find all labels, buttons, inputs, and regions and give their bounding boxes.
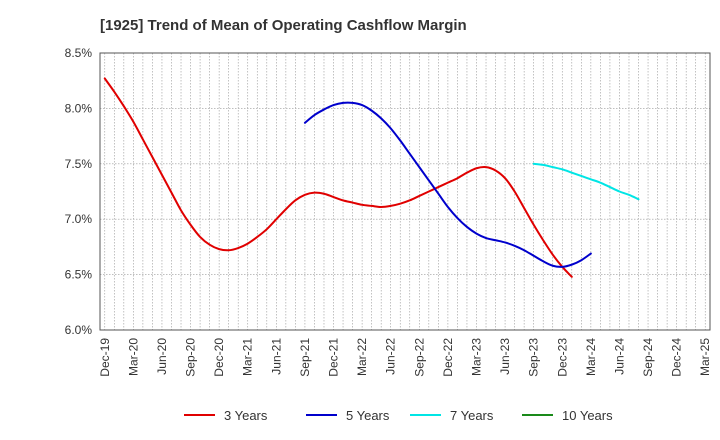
x-tick-label: Sep-24: [641, 338, 655, 377]
x-tick-label: Mar-21: [241, 338, 255, 376]
x-tick-label: Jun-22: [384, 338, 398, 375]
y-axis-ticks: 6.0% 6.5% 7.0% 7.5% 8.0% 8.5%: [65, 46, 93, 337]
x-tick-label: Mar-23: [469, 338, 483, 376]
x-axis-ticks: Dec-19 Mar-20 Jun-20 Sep-20 Dec-20 Mar-21 Jun-…: [98, 338, 712, 377]
x-tick-label: Sep-23: [527, 338, 541, 377]
y-tick-label: 7.0%: [65, 212, 93, 226]
x-tick-label: Jun-23: [498, 338, 512, 375]
x-tick-label: Sep-21: [298, 338, 312, 377]
legend: 3 Years 5 Years 7 Years 10 Years: [184, 408, 613, 423]
y-tick-label: 6.5%: [65, 268, 93, 282]
x-tick-label: Mar-22: [355, 338, 369, 376]
x-tick-label: Dec-24: [670, 338, 684, 377]
x-tick-label: Dec-20: [212, 338, 226, 377]
x-tick-label: Mar-25: [698, 338, 712, 376]
y-tick-label: 7.5%: [65, 157, 93, 171]
legend-label-7-years: 7 Years: [450, 408, 494, 423]
series-line-5-years: [303, 101, 592, 268]
x-tick-label: Jun-21: [269, 338, 283, 375]
legend-label-10-years: 10 Years: [562, 408, 613, 423]
x-tick-label: Jun-24: [612, 338, 626, 375]
legend-label-3-years: 3 Years: [224, 408, 268, 423]
series-line-7-years: [532, 162, 640, 201]
y-tick-label: 8.0%: [65, 101, 93, 115]
x-tick-label: Sep-20: [184, 338, 198, 377]
legend-label-5-years: 5 Years: [346, 408, 390, 423]
plot-frame: [99, 52, 711, 331]
x-tick-label: Mar-24: [584, 338, 598, 376]
y-tick-label: 8.5%: [65, 46, 93, 60]
x-tick-label: Mar-20: [126, 338, 140, 376]
y-tick-label: 6.0%: [65, 323, 93, 337]
series-lines: [103, 77, 640, 278]
chart-title: [1925] Trend of Mean of Operating Cashfl…: [100, 17, 467, 34]
series-line-3-years: [103, 77, 573, 278]
x-tick-label: Sep-22: [412, 338, 426, 377]
x-tick-label: Jun-20: [155, 338, 169, 375]
x-tick-label: Dec-23: [555, 338, 569, 377]
x-tick-label: Dec-19: [98, 338, 112, 377]
x-tick-label: Dec-22: [441, 338, 455, 377]
x-tick-label: Dec-21: [327, 338, 341, 377]
